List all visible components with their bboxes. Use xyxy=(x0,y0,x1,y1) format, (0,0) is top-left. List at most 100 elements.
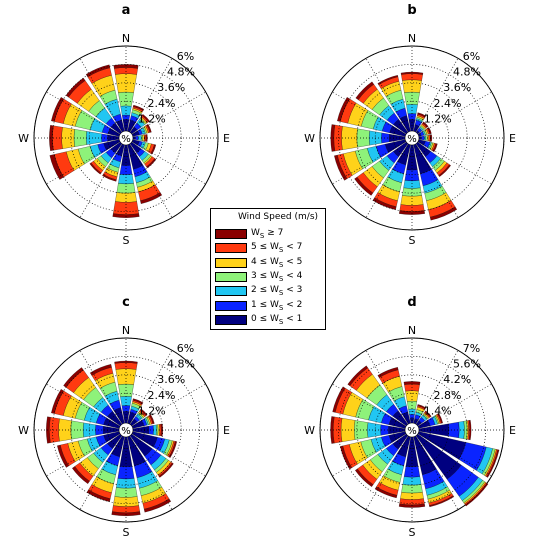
center-circle xyxy=(404,422,420,438)
bar-segment-c-270-6 xyxy=(46,416,51,444)
direction-label-W: W xyxy=(304,424,315,437)
center-circle xyxy=(118,422,134,438)
legend-label: 5 ≤ WS < 7 xyxy=(251,242,303,255)
direction-label-N: N xyxy=(408,324,416,337)
bar-segment-a-112.5-6 xyxy=(150,144,157,155)
bar-segment-b-22.5-6 xyxy=(417,112,427,118)
bar-segment-c-45-6 xyxy=(140,408,148,416)
bar-segment-a-225-6 xyxy=(89,162,102,175)
bar-segment-a-180-3 xyxy=(116,183,136,194)
direction-label-E: E xyxy=(509,424,516,437)
bar-segment-a-67.5-6 xyxy=(146,123,152,133)
ring-2 xyxy=(356,82,468,194)
bar-segment-a-45-6 xyxy=(141,114,150,123)
spoke xyxy=(125,350,173,431)
bar-segment-c-180-6 xyxy=(111,511,141,516)
bar-segment-d-247.5-6 xyxy=(340,445,353,470)
bar-segment-d-202.5-6 xyxy=(374,486,398,499)
spoke xyxy=(332,429,413,477)
ring-label: 4.2% xyxy=(443,373,471,386)
ring-label: 6% xyxy=(177,50,194,63)
bar-segment-b-270-4 xyxy=(341,126,358,150)
bar-segment-a-180-4 xyxy=(115,192,137,203)
bar-segment-a-337.5-6 xyxy=(85,64,111,78)
ring-2 xyxy=(70,374,182,486)
ring-label: 4.8% xyxy=(453,66,481,79)
bar-segment-c-90-1 xyxy=(148,425,154,435)
direction-label-N: N xyxy=(122,324,130,337)
direction-label-S: S xyxy=(409,526,416,539)
legend-swatch xyxy=(215,300,247,311)
spoke xyxy=(411,429,492,477)
legend-swatch xyxy=(215,314,247,325)
spoke xyxy=(125,91,206,139)
direction-label-W: W xyxy=(304,132,315,145)
direction-label-E: E xyxy=(223,424,230,437)
spoke xyxy=(411,350,459,431)
center-label: % xyxy=(121,134,131,145)
bar-segment-b-180-2 xyxy=(403,180,421,189)
ring-4 xyxy=(319,45,505,231)
bar-segment-d-135-6 xyxy=(465,483,489,507)
bar-segment-d-270-5 xyxy=(333,416,343,444)
bar-segment-b-90-6 xyxy=(429,134,433,142)
bar-segment-b-112.5-6 xyxy=(432,143,438,153)
bar-segment-b-0-2 xyxy=(406,104,418,114)
bar-segment-c-135-6 xyxy=(158,462,174,478)
ring-label: 3.6% xyxy=(157,81,185,94)
bar-segment-c-180-3 xyxy=(114,487,138,498)
spoke xyxy=(125,383,206,431)
legend-label: 2 ≤ WS < 3 xyxy=(251,285,303,298)
legend-swatch xyxy=(215,257,247,268)
direction-label-W: W xyxy=(18,132,29,145)
direction-label-S: S xyxy=(123,526,130,539)
center-label: % xyxy=(407,426,417,437)
spoke xyxy=(332,91,413,139)
panel-label: a xyxy=(122,3,131,18)
spoke xyxy=(46,429,127,477)
bar-segment-d-270-3 xyxy=(354,420,369,440)
spoke xyxy=(46,137,127,185)
bar-segment-b-270-6 xyxy=(330,124,336,152)
spoke xyxy=(79,58,127,139)
ring-label: 3.6% xyxy=(157,373,185,386)
legend-item: 1 ≤ WS < 2 xyxy=(215,300,302,312)
legend-label: 0 ≤ WS < 1 xyxy=(251,313,303,326)
bar-segment-b-270-5 xyxy=(333,124,343,152)
ring-4 xyxy=(319,337,505,523)
bar-segment-d-270-6 xyxy=(330,416,335,444)
bar-segment-a-180-5 xyxy=(113,201,139,215)
ring-label: 6% xyxy=(463,50,480,63)
ring-label: 1.2% xyxy=(138,404,166,417)
spoke xyxy=(79,137,127,218)
bar-segment-a-180-1 xyxy=(119,165,133,175)
bar-segment-b-337.5-6 xyxy=(377,75,399,85)
bar-segment-d-0-6 xyxy=(403,381,421,385)
bar-segment-c-180-2 xyxy=(116,478,136,489)
ring-label: 1.2% xyxy=(424,112,452,125)
bar-segment-d-315-6 xyxy=(347,365,369,387)
direction-label-W: W xyxy=(18,424,29,437)
bar-segment-d-90-6 xyxy=(468,419,472,441)
legend-swatch xyxy=(215,243,247,254)
spoke xyxy=(332,383,413,431)
spoke xyxy=(365,429,413,510)
bar-segment-b-270-1 xyxy=(381,132,390,144)
bar-segment-c-315-6 xyxy=(63,367,84,388)
ring-3 xyxy=(338,356,486,504)
direction-label-S: S xyxy=(123,234,130,247)
bar-segment-d-45-6 xyxy=(424,410,432,418)
spoke xyxy=(411,137,492,185)
spoke xyxy=(125,429,206,477)
spoke xyxy=(365,58,413,139)
ring-3 xyxy=(338,64,486,212)
bar-segment-a-247.5-6 xyxy=(49,154,64,180)
ring-4 xyxy=(33,45,219,231)
ring-label: 5.6% xyxy=(453,358,481,371)
spoke xyxy=(411,429,459,510)
bar-segment-c-112.5-6 xyxy=(168,441,177,458)
legend-swatch xyxy=(215,229,247,239)
legend-swatch xyxy=(215,271,247,282)
bar-segment-d-180-3 xyxy=(401,484,423,494)
spoke xyxy=(46,91,127,139)
